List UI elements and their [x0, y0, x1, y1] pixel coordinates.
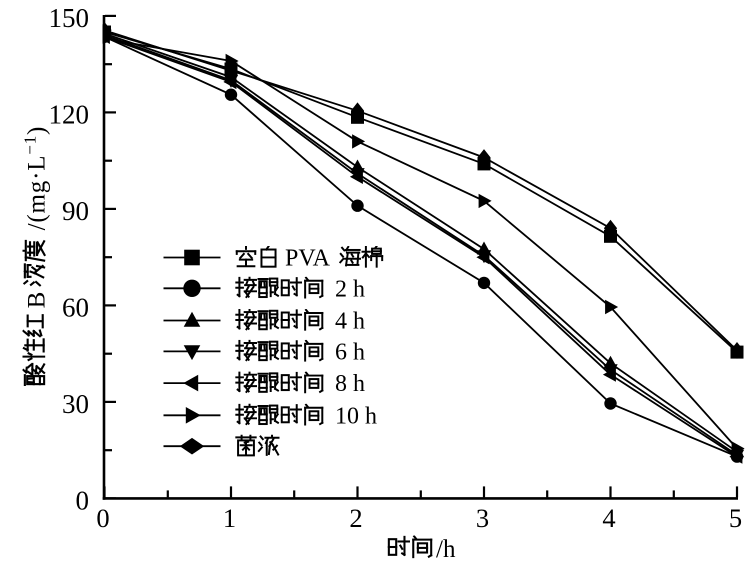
svg-text:5: 5	[729, 503, 742, 533]
svg-text:4: 4	[602, 503, 615, 533]
svg-text:4 h: 4 h	[335, 309, 365, 335]
svg-text:150: 150	[49, 3, 90, 33]
svg-text:30: 30	[62, 389, 89, 419]
svg-text:6 h: 6 h	[335, 339, 365, 365]
svg-text:B: B	[24, 292, 51, 309]
svg-text:0: 0	[76, 485, 90, 515]
svg-text:/h: /h	[436, 536, 456, 563]
svg-text:3: 3	[476, 503, 489, 533]
svg-text:60: 60	[62, 292, 89, 322]
svg-text:90: 90	[62, 196, 89, 226]
svg-text:2 h: 2 h	[335, 276, 365, 302]
svg-text:1: 1	[223, 503, 236, 533]
svg-text:0: 0	[96, 503, 109, 533]
svg-text:2: 2	[349, 503, 362, 533]
svg-text:120: 120	[49, 99, 90, 129]
svg-text:8 h: 8 h	[335, 371, 365, 397]
svg-text:PVA: PVA	[285, 246, 331, 272]
svg-text:10 h: 10 h	[335, 403, 377, 429]
